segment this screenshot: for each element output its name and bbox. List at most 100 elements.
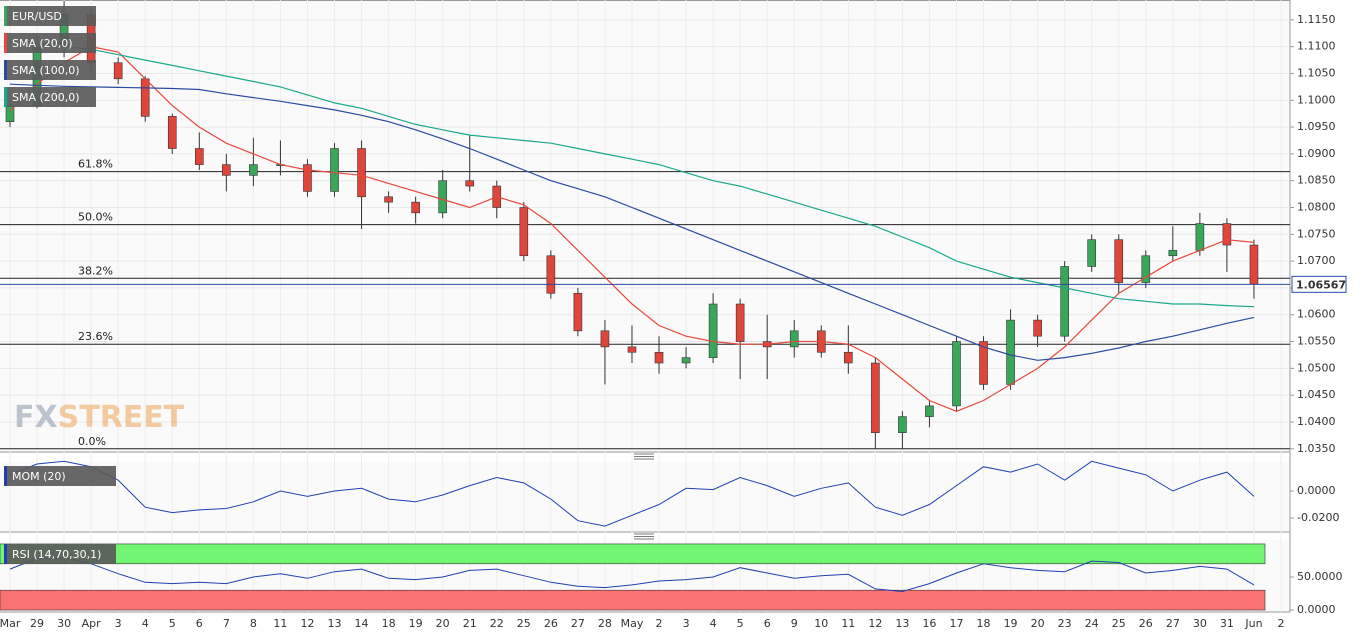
x-tick-label: May	[621, 617, 644, 630]
splitter[interactable]	[634, 533, 654, 540]
candle-body	[194, 148, 204, 165]
candle-body	[925, 405, 934, 417]
candle-body	[1222, 223, 1232, 246]
candle-body	[249, 164, 258, 176]
x-tick-label: 12	[300, 617, 314, 630]
indicator-line	[9, 460, 1255, 527]
candle-body	[1087, 239, 1097, 267]
legend-label: EUR/USD	[12, 10, 62, 23]
y-tick-label: 1.1050	[1297, 66, 1336, 79]
y-tick-label: 1.0800	[1297, 201, 1336, 214]
fib-label: 0.0%	[78, 435, 106, 448]
x-tick-label: 5	[169, 617, 176, 630]
y-tick-label: 1.0850	[1297, 174, 1336, 187]
legend-swatch	[4, 87, 7, 107]
x-tick-label: 3	[683, 617, 690, 630]
rsi-band	[0, 543, 1266, 565]
x-tick-label: 26	[1139, 617, 1153, 630]
x-tick-label: 26	[544, 617, 558, 630]
candle-body	[167, 116, 177, 149]
candle-body	[627, 346, 637, 353]
y-tick-label: 1.0600	[1297, 308, 1336, 321]
x-tick-label: Mar	[0, 617, 21, 630]
candle-body	[357, 148, 366, 198]
candle-body	[979, 341, 988, 385]
y-tick-label: 50.0000	[1297, 570, 1343, 583]
watermark-part: STREET	[58, 400, 185, 435]
splitter[interactable]	[634, 453, 654, 460]
x-tick-label: 5	[737, 617, 744, 630]
y-tick-label: 1.0400	[1297, 415, 1336, 428]
legend-box	[4, 60, 96, 80]
sma-line	[9, 45, 1255, 412]
y-tick-label: 1.0550	[1297, 335, 1336, 348]
x-tick-label: 30	[57, 617, 71, 630]
mom-panel	[0, 462, 1290, 532]
rsi-band	[0, 589, 1266, 611]
x-tick-label: 10	[814, 617, 828, 630]
x-tick-label: 25	[1112, 617, 1126, 630]
x-tick-label: Jun	[1244, 617, 1262, 630]
candle-body	[1060, 266, 1069, 337]
candle-body	[519, 207, 529, 257]
candle-body	[465, 180, 475, 187]
x-tick-label: 31	[1220, 617, 1234, 630]
x-tick-label: 12	[868, 617, 882, 630]
candle-body	[871, 362, 880, 433]
x-tick-label: 19	[409, 617, 423, 630]
legend-label: SMA (20,0)	[12, 37, 73, 50]
x-tick-label: 18	[382, 617, 396, 630]
candle-body	[1114, 239, 1124, 283]
x-tick-label: 18	[977, 617, 991, 630]
y-tick-label: 1.0900	[1297, 147, 1336, 160]
candle-body	[384, 196, 393, 203]
candle-body	[546, 255, 556, 294]
x-tick-label: 8	[250, 617, 257, 630]
x-tick-label: 28	[598, 617, 612, 630]
x-tick-label: 23	[1058, 617, 1072, 630]
legend-box	[4, 6, 96, 26]
x-tick-label: 13	[328, 617, 342, 630]
legend-swatch	[4, 6, 7, 26]
x-tick-label: 20	[1031, 617, 1045, 630]
candle-body	[844, 351, 853, 364]
x-tick-label: 7	[223, 617, 230, 630]
indicator-line	[9, 556, 1255, 593]
candle-body	[303, 164, 312, 192]
fib-label: 61.8%	[78, 158, 113, 171]
candle-body	[113, 62, 123, 80]
legend-label: SMA (200,0)	[12, 91, 80, 104]
x-tick-label: 22	[490, 617, 504, 630]
legend-swatch	[4, 60, 7, 80]
x-tick-label: 13	[895, 617, 909, 630]
legend-box	[4, 33, 96, 53]
candle-body	[708, 303, 718, 358]
candle-body	[1141, 255, 1151, 283]
x-tick-label: 6	[196, 617, 203, 630]
candle-body	[681, 357, 691, 364]
candle-body	[411, 201, 420, 214]
x-tick-label: 27	[571, 617, 585, 630]
x-tick-label: 20	[436, 617, 450, 630]
candle-body	[438, 180, 447, 214]
y-tick-label: 1.1100	[1297, 40, 1336, 53]
x-tick-label: 11	[841, 617, 855, 630]
x-tick-label: 3	[115, 617, 122, 630]
x-tick-label: 2	[1278, 617, 1285, 630]
x-tick-label: 29	[30, 617, 44, 630]
x-tick-label: 6	[764, 617, 771, 630]
x-tick-label: 27	[1166, 617, 1180, 630]
candle-body	[600, 330, 610, 348]
x-tick-label: 17	[949, 617, 963, 630]
x-tick-label: 25	[517, 617, 531, 630]
y-tick-label: 1.0950	[1297, 120, 1336, 133]
x-tick-label: 4	[710, 617, 717, 630]
legend-swatch	[4, 466, 7, 486]
legend-swatch	[4, 544, 7, 564]
legend-box	[4, 87, 96, 107]
candle-body	[222, 164, 231, 176]
candle-body	[1033, 319, 1042, 337]
candle-body	[1249, 244, 1259, 285]
y-tick-label: 1.0700	[1297, 254, 1336, 267]
